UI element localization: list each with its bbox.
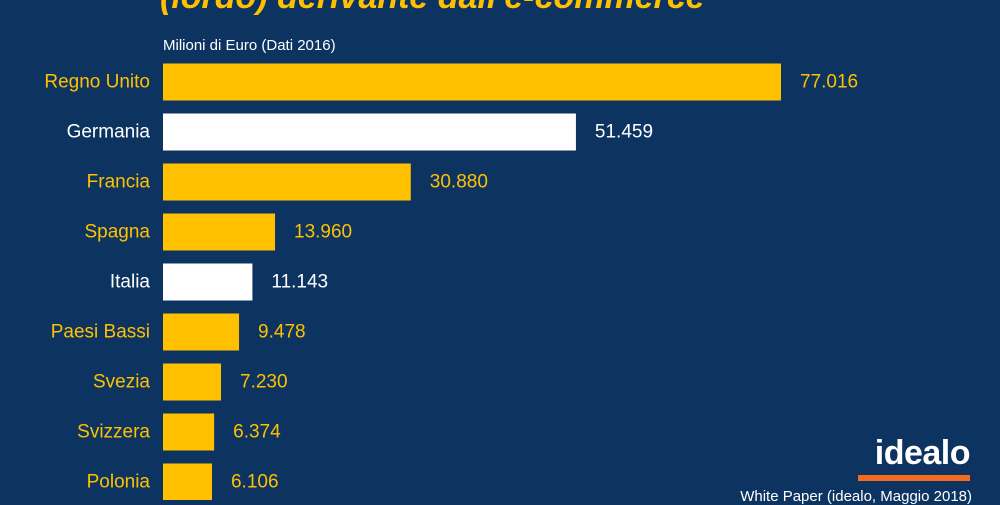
value-label: 51.459 [595,122,653,143]
value-label: 6.106 [231,472,279,493]
bar [163,413,215,451]
category-label: Svizzera [77,422,150,443]
category-label: Polonia [87,472,151,493]
bar [163,113,576,151]
category-label: Italia [110,272,151,293]
bar [163,63,781,101]
bar [163,313,240,351]
category-label: Germania [67,122,151,143]
value-label: 11.143 [271,272,328,293]
category-label: Regno Unito [44,72,150,93]
bar [163,363,222,401]
category-label: Paesi Bassi [51,322,150,343]
chart-subtitle: Milioni di Euro (Dati 2016) [163,37,336,54]
source-note: White Paper (idealo, Maggio 2018) [740,488,972,505]
logo-underline [858,475,970,481]
category-label: Spagna [84,222,150,243]
category-label: Svezia [93,372,150,393]
bar [163,263,253,301]
bar [163,163,411,201]
value-label: 13.960 [294,222,352,243]
bar [163,463,212,500]
value-label: 9.478 [258,322,306,343]
chart-title: (lordo) derivante dall'e-commerce [160,0,705,17]
value-label: 6.374 [233,422,281,443]
value-label: 30.880 [430,172,488,193]
category-label: Francia [87,172,151,193]
bar [163,213,276,251]
idealo-logo: idealo [874,434,971,472]
value-label: 77.016 [800,72,858,93]
value-label: 7.230 [240,372,288,393]
